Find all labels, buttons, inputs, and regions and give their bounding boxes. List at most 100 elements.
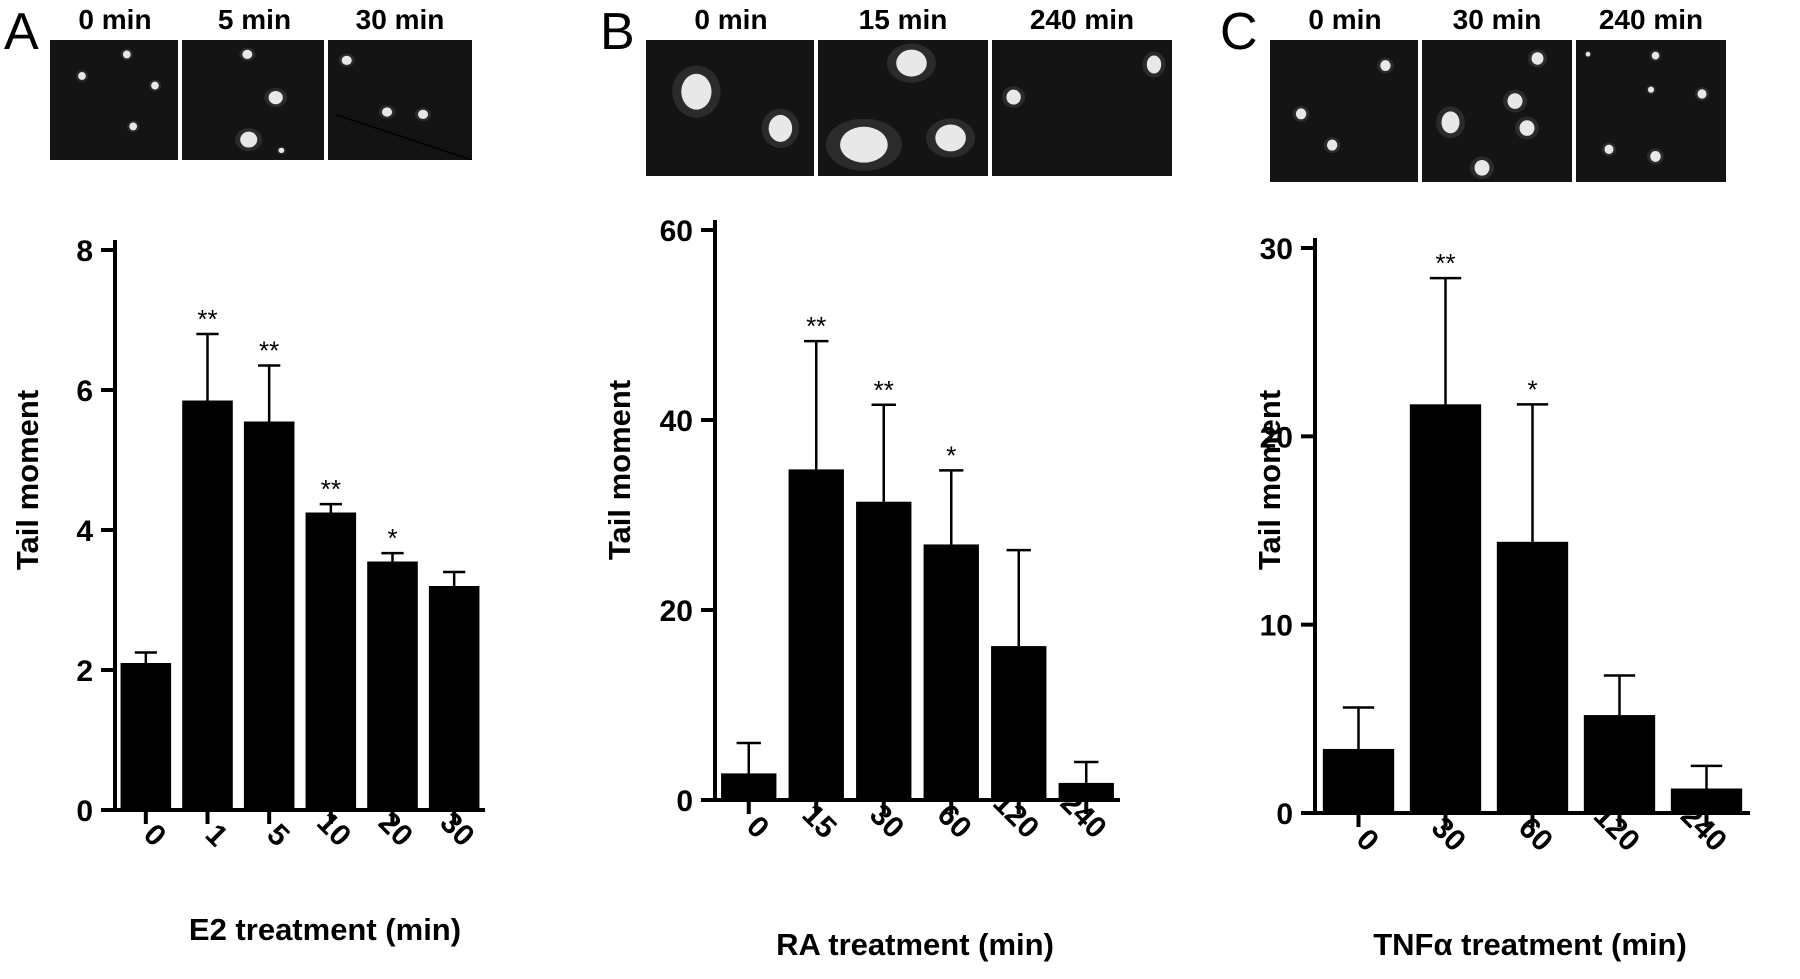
bar bbox=[1496, 541, 1569, 813]
y-tick-label: 20 bbox=[1260, 421, 1293, 454]
x-tick-label: 20 bbox=[372, 806, 419, 853]
micrograph-label: 5 min bbox=[217, 4, 292, 35]
nucleus bbox=[242, 49, 253, 60]
significance-marker: ** bbox=[259, 336, 279, 366]
bar bbox=[243, 421, 295, 810]
nucleus bbox=[1651, 51, 1660, 60]
x-tick-label: 0 bbox=[1350, 823, 1385, 858]
panel-letter: B bbox=[600, 3, 635, 61]
bar bbox=[1409, 404, 1482, 813]
y-tick-label: 2 bbox=[76, 655, 93, 688]
micrograph-image bbox=[1422, 40, 1572, 182]
micrograph-image bbox=[182, 40, 324, 160]
nucleus bbox=[1441, 111, 1460, 134]
micrograph-image bbox=[328, 40, 472, 160]
panel-a: A 0 min 5 min 30 min 0 2 4 6 8 0 1 ** 5 ** 10 ** 20 *… bbox=[0, 0, 600, 979]
y-tick-label: 60 bbox=[660, 215, 693, 248]
bar bbox=[120, 663, 172, 810]
nucleus bbox=[1519, 120, 1535, 136]
nucleus bbox=[840, 126, 888, 163]
y-tick-label: 0 bbox=[76, 795, 93, 828]
micrograph-label: 0 min bbox=[694, 4, 768, 35]
significance-marker: ** bbox=[197, 304, 217, 334]
micrograph-image bbox=[1576, 40, 1726, 182]
micrograph-label: 15 min bbox=[858, 4, 948, 35]
x-axis-title: RA treatment (min) bbox=[776, 927, 1054, 962]
y-tick-label: 30 bbox=[1260, 233, 1293, 266]
x-tick-label: 30 bbox=[1425, 811, 1472, 858]
y-axis-title: Tail moment bbox=[1252, 390, 1287, 570]
micrograph-canvas bbox=[646, 40, 814, 176]
nucleus bbox=[129, 122, 138, 131]
y-tick-label: 20 bbox=[660, 595, 693, 628]
nucleus bbox=[382, 107, 393, 117]
nucleus bbox=[151, 81, 159, 90]
panel-letter: A bbox=[4, 3, 39, 61]
bar bbox=[305, 512, 357, 810]
x-tick-label: 0 bbox=[137, 818, 172, 853]
x-tick-label: 10 bbox=[310, 806, 357, 853]
significance-marker: ** bbox=[1435, 248, 1455, 278]
nucleus bbox=[1650, 150, 1661, 162]
panel-letter: C bbox=[1220, 3, 1258, 61]
y-tick-label: 10 bbox=[1260, 610, 1293, 643]
nucleus bbox=[768, 114, 793, 142]
micrograph-canvas bbox=[1576, 40, 1726, 182]
nucleus bbox=[240, 131, 258, 148]
nucleus bbox=[1585, 51, 1591, 57]
micrograph-canvas bbox=[1270, 40, 1418, 182]
micrograph-canvas bbox=[328, 40, 472, 160]
micrograph-image bbox=[992, 40, 1172, 176]
nucleus bbox=[896, 49, 927, 77]
significance-marker: ** bbox=[321, 474, 341, 504]
nucleus bbox=[1697, 89, 1707, 99]
nucleus bbox=[418, 109, 429, 120]
y-tick-label: 8 bbox=[76, 235, 93, 268]
y-tick-label: 0 bbox=[676, 785, 693, 818]
bar bbox=[1583, 715, 1656, 813]
x-tick-label: 0 bbox=[740, 810, 775, 845]
nucleus bbox=[341, 55, 352, 66]
micrograph-label: 30 min bbox=[355, 4, 445, 35]
nucleus bbox=[268, 91, 283, 105]
nucleus bbox=[1326, 139, 1338, 151]
bar bbox=[856, 501, 912, 800]
significance-marker: * bbox=[1527, 374, 1537, 404]
y-tick-label: 0 bbox=[1276, 798, 1293, 831]
micrograph-image bbox=[1270, 40, 1418, 182]
nucleus bbox=[1474, 159, 1490, 176]
y-tick-label: 40 bbox=[660, 405, 693, 438]
x-tick-label: 30 bbox=[863, 798, 910, 845]
micrograph-canvas bbox=[1422, 40, 1572, 182]
panel-b: B 0 min 15 min 240 min 0 20 40 60 0 15 ** 30 ** 6… bbox=[600, 0, 1200, 979]
nucleus bbox=[122, 50, 131, 59]
significance-marker: * bbox=[946, 440, 956, 470]
nucleus bbox=[78, 72, 86, 80]
x-axis-title: E2 treatment (min) bbox=[189, 912, 461, 947]
bar bbox=[1058, 782, 1114, 800]
x-tick-label: 15 bbox=[796, 798, 843, 845]
micrograph-label: 30 min bbox=[1452, 4, 1542, 35]
bar bbox=[367, 561, 418, 810]
micrograph-label: 240 min bbox=[1029, 4, 1135, 35]
micrograph-canvas bbox=[182, 40, 324, 160]
y-tick-label: 4 bbox=[76, 515, 93, 548]
y-axis-title: Tail moment bbox=[10, 390, 45, 570]
x-tick-label: 1 bbox=[199, 818, 234, 853]
bar bbox=[1322, 748, 1395, 813]
bar bbox=[923, 544, 979, 800]
nucleus bbox=[1531, 52, 1544, 65]
bar bbox=[428, 586, 480, 810]
micrograph-label: 0 min bbox=[78, 4, 152, 35]
significance-marker: * bbox=[387, 523, 397, 553]
x-axis-title: TNFα treatment (min) bbox=[1373, 927, 1687, 962]
micrograph-canvas bbox=[50, 40, 178, 160]
micrograph-label: 0 min bbox=[1308, 4, 1382, 35]
bar bbox=[991, 646, 1047, 800]
significance-marker: ** bbox=[874, 375, 894, 405]
bar bbox=[721, 773, 777, 800]
x-tick-label: 30 bbox=[434, 806, 481, 853]
y-tick-label: 6 bbox=[76, 375, 93, 408]
x-tick-label: 5 bbox=[260, 818, 295, 853]
